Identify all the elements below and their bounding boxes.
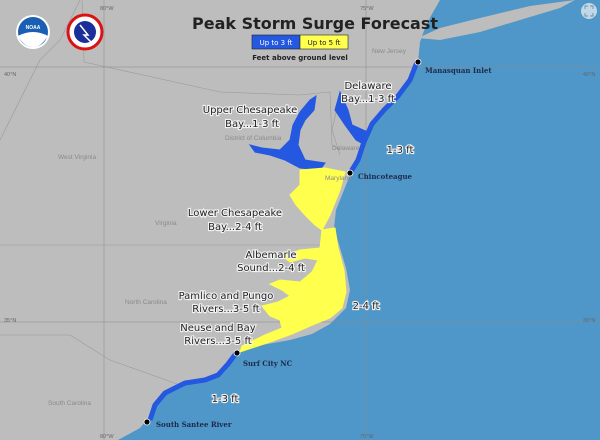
- tick-80w-bottom: 80°W: [100, 434, 114, 440]
- label-neuse-2: Rivers...3-5 ft: [184, 336, 252, 347]
- tick-35n-left: 35°N: [4, 318, 16, 324]
- place-markers: [143, 58, 422, 426]
- tick-40n-left: 40°N: [4, 72, 16, 78]
- long-island: [418, 0, 575, 40]
- label-albemarle-1: Albemarle: [245, 250, 296, 261]
- state-west-virginia: West Virginia: [58, 154, 96, 161]
- tick-75w-top: 75°W: [360, 6, 374, 12]
- nws-logo: [66, 13, 104, 51]
- legend-caption: Feet above ground level: [252, 54, 348, 62]
- state-dc: District of Columbia: [225, 135, 282, 142]
- label-ocean-south: 1-3 ft: [212, 394, 239, 405]
- land: [0, 0, 440, 440]
- tick-40n-right: 40°N: [583, 72, 595, 78]
- state-virginia: Virginia: [155, 220, 177, 227]
- legend-swatch-up-to-5: [299, 34, 349, 50]
- label-upper-chesapeake-1: Upper Chesapeake: [203, 105, 297, 116]
- surge-up-to-3ft: [147, 61, 420, 421]
- label-albemarle-2: Sound...2-4 ft: [237, 263, 305, 274]
- label-upper-chesapeake-2: Bay...1-3 ft: [225, 119, 279, 130]
- tick-80w-top: 80°W: [100, 6, 114, 12]
- tick-35n-right: 35°N: [583, 318, 595, 324]
- label-delaware-2: Bay...1-3 ft: [341, 94, 395, 105]
- label-pamlico-2: Rivers...3-5 ft: [192, 304, 260, 315]
- tick-75w-bottom: 75°W: [360, 434, 374, 440]
- label-pamlico-1: Pamlico and Pungo: [179, 291, 274, 302]
- state-maryland: Maryland: [325, 175, 352, 182]
- place-manasquan-inlet: Manasquan Inlet: [425, 66, 492, 75]
- page-title: Peak Storm Surge Forecast: [192, 14, 438, 33]
- label-ocean-north: 1-3 ft: [387, 145, 414, 156]
- label-ocean-mid: 2-4 ft: [353, 301, 380, 312]
- legend-label-up-to-5: Up to 5 ft: [308, 39, 341, 47]
- state-delaware: Delaware: [332, 145, 360, 152]
- surge-up-to-5ft: [239, 167, 347, 353]
- label-neuse-1: Neuse and Bay: [180, 323, 255, 334]
- legend-label-up-to-3: Up to 3 ft: [260, 39, 293, 47]
- state-north-carolina: North Carolina: [125, 299, 167, 306]
- svg-text:NOAA: NOAA: [26, 25, 41, 31]
- noaa-logo: NOAA: [16, 15, 50, 49]
- place-chincoteague: Chincoteague: [358, 172, 413, 181]
- state-south-carolina: South Carolina: [48, 400, 91, 407]
- label-lower-chesapeake-1: Lower Chesapeake: [188, 208, 282, 219]
- expand-icon[interactable]: [581, 3, 597, 19]
- place-surf-city: Surf City NC: [243, 359, 293, 368]
- place-south-santee: South Santee River: [156, 420, 232, 429]
- label-delaware-1: Delaware: [344, 81, 391, 92]
- state-borders: [0, 0, 341, 386]
- state-new-jersey: New Jersey: [372, 48, 407, 55]
- label-lower-chesapeake-2: Bay...2-4 ft: [208, 222, 262, 233]
